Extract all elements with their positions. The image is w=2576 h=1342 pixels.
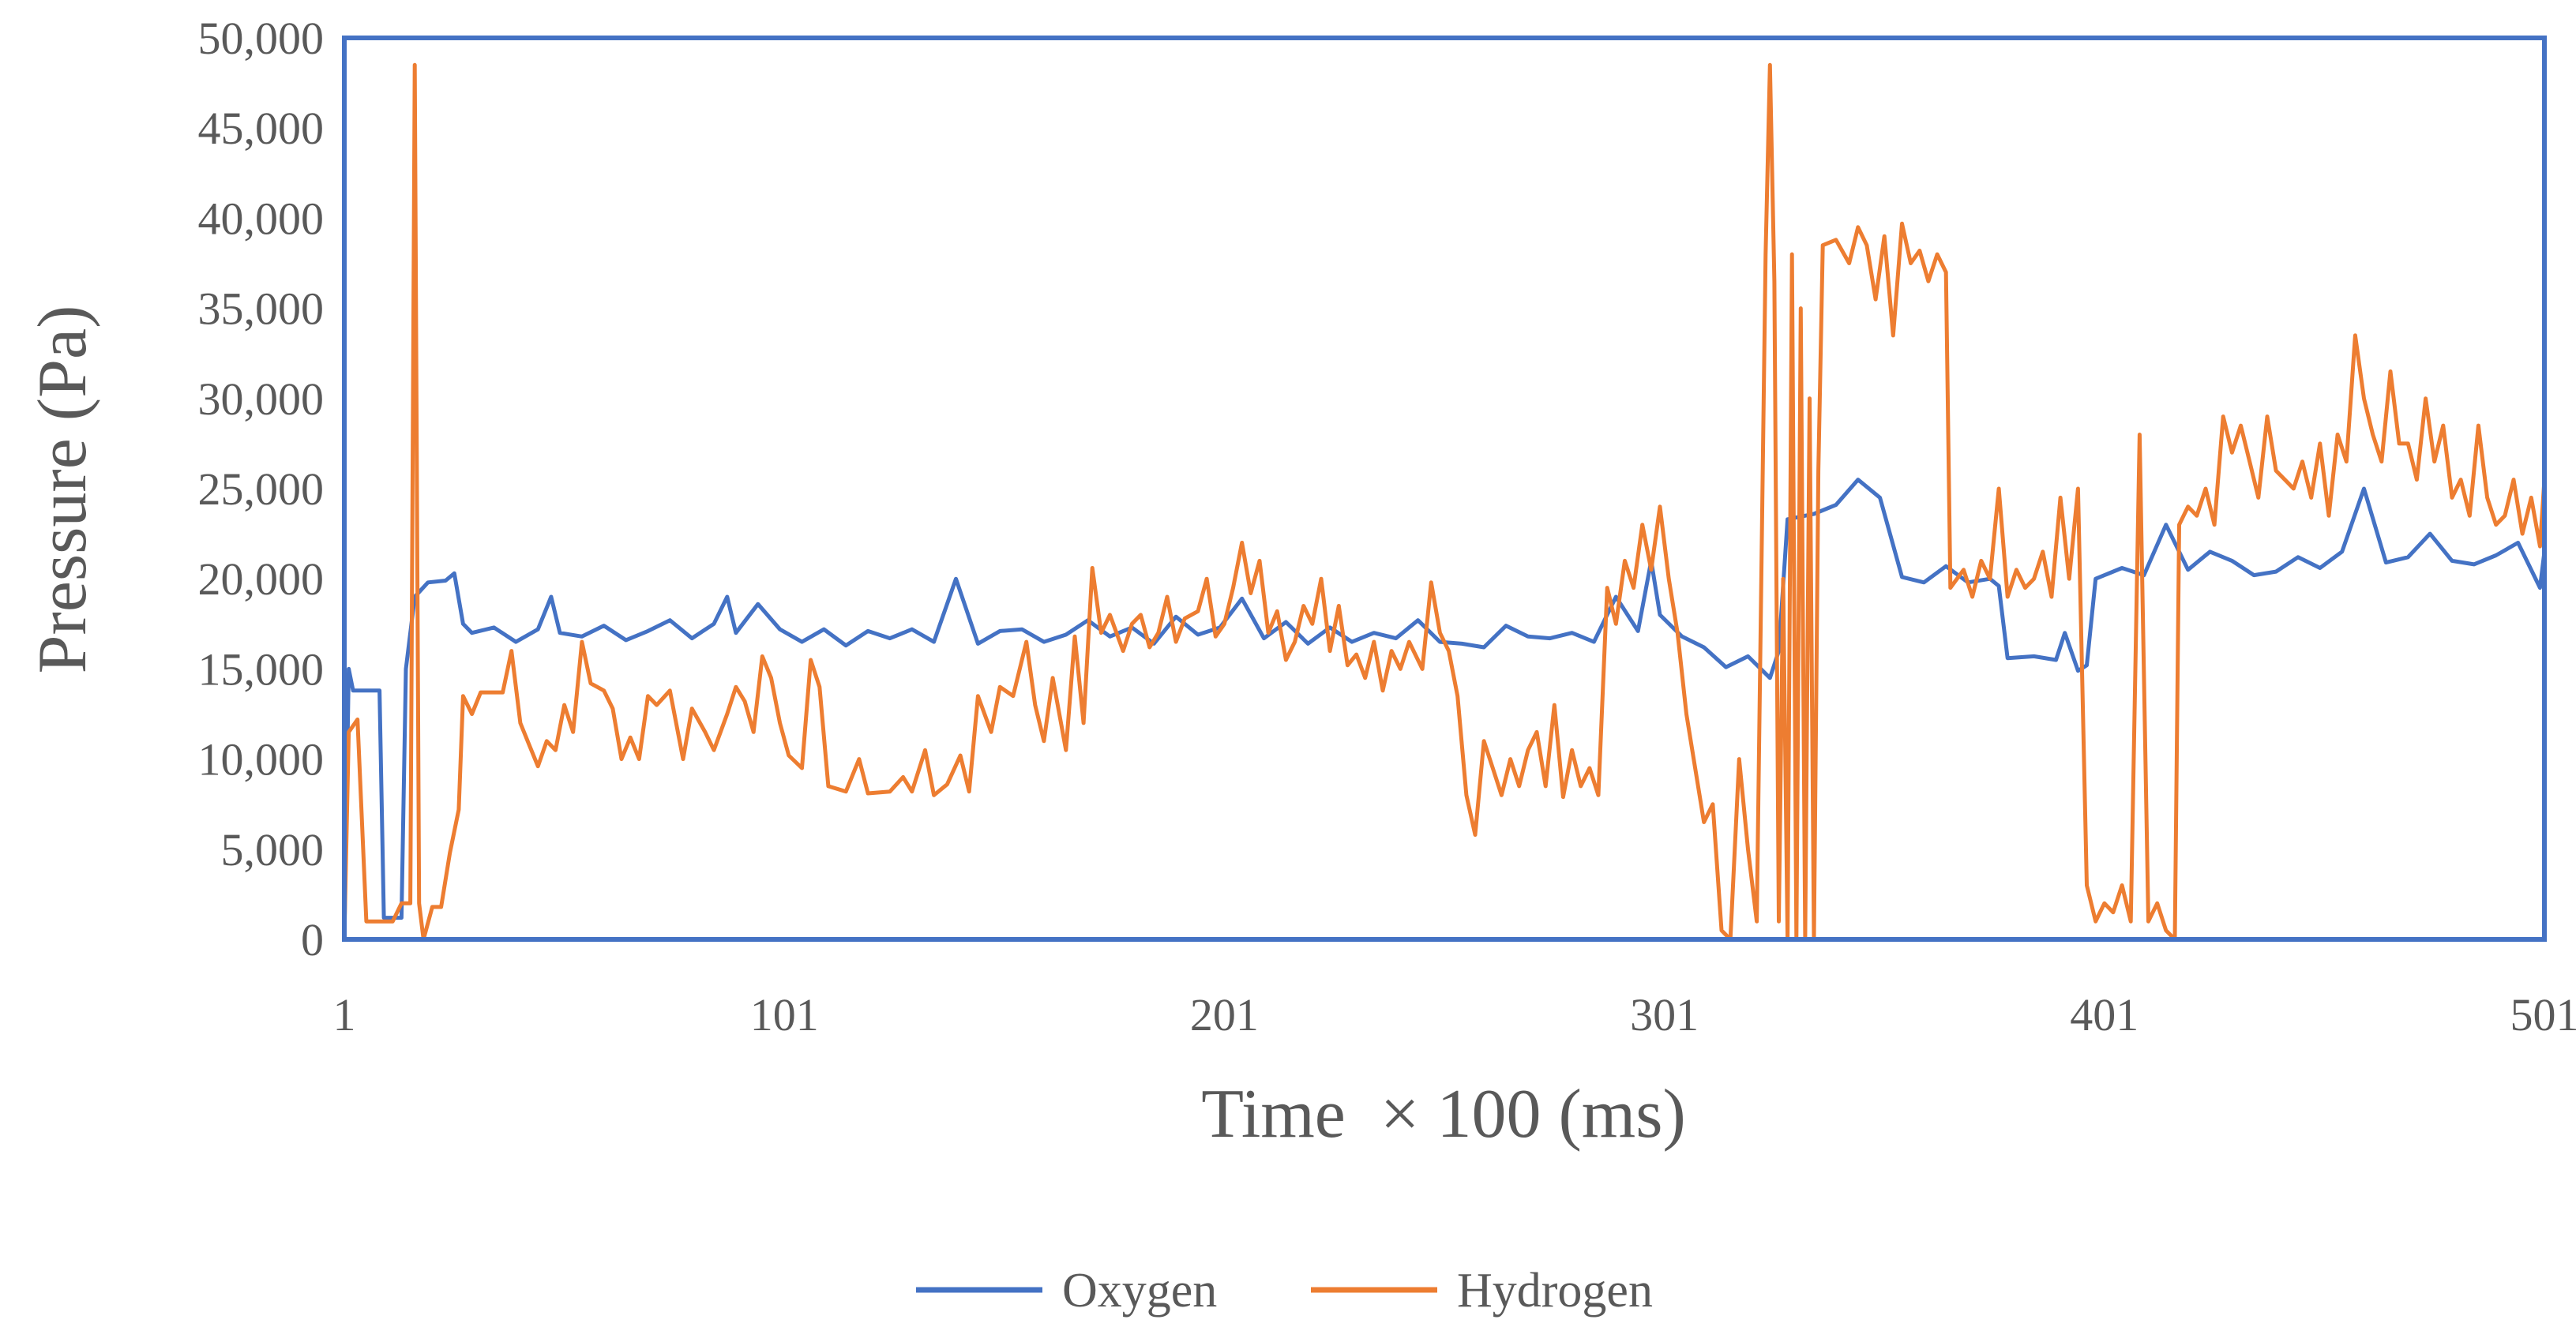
y-axis-tick-labels: 0 5,000 10,000 15,000 20,000 25,000 30,000 35,0… — [198, 13, 325, 965]
x-tick-label: 501 — [2510, 989, 2576, 1040]
y-tick-label: 40,000 — [198, 193, 325, 244]
x-axis-title: Time × 100 (ms) — [1201, 1076, 1686, 1153]
x-tick-label: 201 — [1190, 989, 1259, 1040]
series-layer — [342, 62, 2547, 942]
x-tick-label: 401 — [2070, 989, 2139, 1040]
plot-area-frame — [342, 36, 2547, 942]
y-tick-label: 45,000 — [198, 103, 325, 154]
y-tick-label: 10,000 — [198, 734, 325, 785]
y-tick-label: 20,000 — [198, 553, 325, 605]
legend-label-oxygen: Oxygen — [1062, 1264, 1217, 1318]
y-tick-label: 30,000 — [198, 373, 325, 425]
series-line-oxygen — [342, 478, 2547, 940]
y-tick-label: 15,000 — [198, 643, 325, 695]
legend: Oxygen Hydrogen — [916, 1264, 1653, 1318]
x-tick-label: 301 — [1630, 989, 1699, 1040]
y-tick-label: 50,000 — [198, 13, 325, 64]
y-axis-title: Pressure (Pa) — [24, 306, 101, 674]
y-tick-label: 25,000 — [198, 463, 325, 515]
y-tick-label: 5,000 — [221, 824, 325, 875]
x-tick-label: 1 — [333, 989, 356, 1040]
y-tick-label: 35,000 — [198, 283, 325, 335]
series-line-hydrogen — [342, 62, 2547, 942]
x-axis-tick-labels: 1 101 201 301 401 501 — [333, 989, 2576, 1040]
legend-label-hydrogen: Hydrogen — [1457, 1264, 1653, 1318]
x-tick-label: 101 — [750, 989, 819, 1040]
y-tick-label: 0 — [301, 914, 324, 965]
